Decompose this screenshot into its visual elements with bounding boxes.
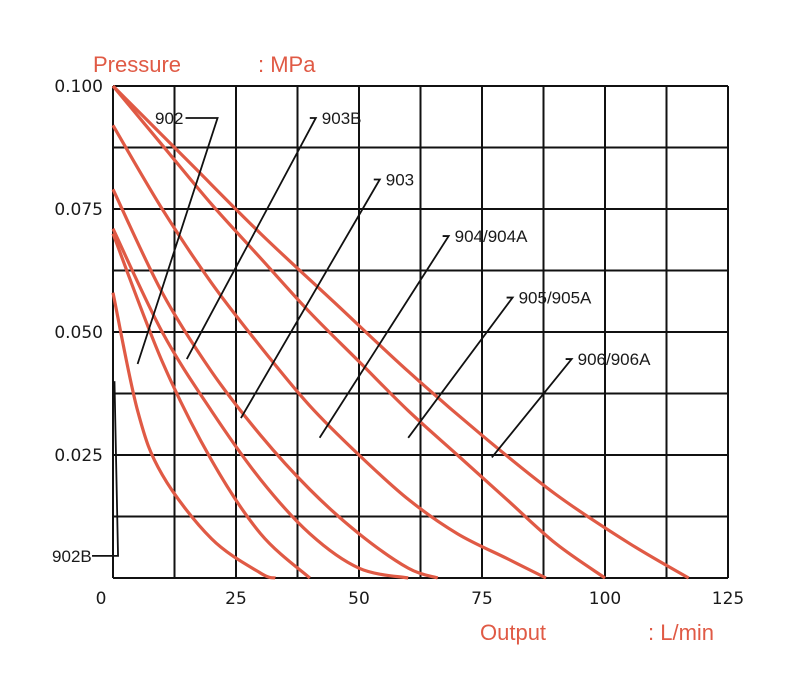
curve-902B [111, 292, 276, 580]
x-tick-label: 100 [589, 589, 621, 609]
series-label-902: 902 [155, 109, 183, 128]
series-label-903B: 903B [322, 109, 362, 128]
leader-line [318, 235, 451, 439]
leader-line [240, 178, 382, 419]
series-label-904-904A: 904/904A [455, 227, 528, 246]
y-tick-label: 0.050 [54, 323, 103, 343]
y-axis-ticks: 0.100 0.075 0.050 0.025 [54, 77, 103, 466]
curves [111, 84, 690, 580]
leaders [92, 117, 574, 557]
y-tick-label: 0.025 [54, 446, 103, 466]
curve-906-906A [111, 84, 690, 580]
y-tick-label: 0.075 [54, 200, 103, 220]
series-label-906-906A: 906/906A [578, 350, 651, 369]
x-axis-title-unit: : L/min [648, 620, 714, 645]
leader-line [491, 358, 574, 459]
curve-903B [111, 227, 409, 580]
curve-903 [111, 188, 439, 580]
grid [112, 85, 729, 579]
x-axis-ticks: 0 25 50 75 100 125 [96, 589, 745, 609]
leader-line [136, 117, 219, 365]
y-axis-title-unit: : MPa [258, 52, 316, 77]
x-tick-label: 25 [225, 589, 247, 609]
curve-904-904A [111, 124, 547, 580]
curve-902 [111, 233, 311, 580]
series-label-903: 903 [386, 170, 414, 189]
x-tick-label: 50 [348, 589, 370, 609]
y-axis-title-left: Pressure [93, 52, 181, 77]
x-tick-label: 125 [712, 589, 744, 609]
y-tick-label: 0.100 [54, 77, 103, 97]
leader-line [407, 296, 515, 439]
series-labels: 902B 902 903B 903 904/904A 905/905A 906/906A [52, 109, 651, 566]
x-axis-title-left: Output [480, 620, 546, 645]
leader-line [92, 381, 119, 557]
series-label-902B: 902B [52, 547, 92, 566]
series-label-905-905A: 905/905A [519, 289, 592, 308]
x-tick-label: 75 [471, 589, 493, 609]
x-tick-label: 0 [96, 589, 107, 609]
leader-line [186, 117, 318, 360]
